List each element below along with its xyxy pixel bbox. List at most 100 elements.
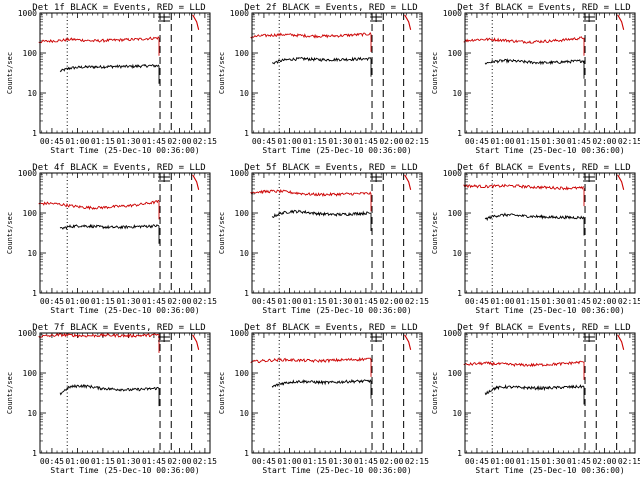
panel-det-7f: Det 7f BLACK = Events, RED = LLD Counts/s…: [6, 323, 217, 475]
y-tick-label: 100: [23, 369, 38, 378]
x-tick-label: 02:15: [618, 297, 640, 306]
x-tick-label: 01:15: [91, 457, 115, 466]
x-tick-label: 01:00: [65, 297, 89, 306]
y-tick-label: 1: [457, 449, 462, 458]
x-tick-label: 01:45: [567, 297, 591, 306]
y-tick-label: 1: [32, 449, 37, 458]
x-tick-label: 02:00: [167, 297, 191, 306]
plot-frame: [464, 172, 636, 294]
y-axis-label: Counts/sec: [6, 372, 14, 414]
x-tick-label: 01:15: [303, 457, 327, 466]
plot-frame: [464, 12, 636, 134]
y-tick-label: 100: [235, 209, 250, 218]
panel-det-2f: Det 2f BLACK = Events, RED = LLD Counts/s…: [218, 3, 429, 155]
y-tick-label: 10: [239, 249, 249, 258]
panel-det-4f: Det 4f BLACK = Events, RED = LLD Counts/s…: [6, 163, 217, 315]
x-tick-label: 01:00: [277, 137, 301, 146]
y-tick-label: 100: [23, 209, 38, 218]
x-tick-label: 01:00: [277, 457, 301, 466]
plot-frame: [251, 332, 423, 454]
x-tick-label: 00:45: [252, 457, 276, 466]
x-tick-label: 01:00: [490, 457, 514, 466]
x-tick-label: 01:00: [277, 297, 301, 306]
x-tick-label: 01:45: [142, 297, 166, 306]
y-tick-label: 1000: [18, 169, 37, 178]
x-tick-label: 02:15: [405, 457, 429, 466]
series-lld-spike: [404, 14, 412, 30]
x-tick-label: 00:45: [40, 137, 64, 146]
series-lld-spike: [617, 174, 625, 190]
panel-det-6f: Det 6f BLACK = Events, RED = LLD Counts/s…: [431, 163, 640, 315]
y-tick-label: 100: [448, 369, 463, 378]
x-tick-label: 02:15: [405, 137, 429, 146]
series-events-line: [484, 212, 585, 222]
panel-title: Det 3f BLACK = Events, RED = LLD: [457, 3, 630, 13]
x-tick-label: 00:45: [465, 457, 489, 466]
y-tick-label: 1000: [18, 9, 37, 18]
y-axis-label: Counts/sec: [431, 372, 439, 414]
series-lld-line: [463, 183, 585, 191]
x-tick-label: 01:45: [567, 137, 591, 146]
x-tick-label: 00:45: [252, 297, 276, 306]
panel-det-3f: Det 3f BLACK = Events, RED = LLD Counts/s…: [431, 3, 640, 155]
series-lld-spike: [192, 14, 200, 30]
x-tick-label: 02:00: [592, 137, 616, 146]
y-axis-label: Counts/sec: [6, 212, 14, 254]
y-tick-label: 10: [27, 89, 37, 98]
panel-det-8f: Det 8f BLACK = Events, RED = LLD Counts/s…: [218, 323, 429, 475]
x-tick-label: 01:30: [541, 137, 565, 146]
y-axis-label: Counts/sec: [431, 52, 439, 94]
x-tick-label: 01:45: [354, 457, 378, 466]
series-lld-line: [38, 332, 160, 339]
y-tick-label: 1: [32, 129, 37, 138]
x-tick-label: 00:45: [465, 297, 489, 306]
x-tick-label: 02:00: [379, 297, 403, 306]
y-axis-label: Counts/sec: [218, 52, 226, 94]
panel-title: Det 2f BLACK = Events, RED = LLD: [244, 3, 417, 13]
series-lld-line: [463, 36, 585, 44]
x-tick-label: 01:45: [142, 137, 166, 146]
y-tick-label: 1000: [443, 9, 462, 18]
y-tick-label: 10: [239, 409, 249, 418]
x-tick-label: 02:15: [618, 137, 640, 146]
y-tick-label: 1000: [230, 329, 249, 338]
series-events-line: [484, 57, 585, 66]
x-tick-label: 01:30: [116, 457, 140, 466]
x-axis-label: Start Time (25-Dec-10 00:36:00): [50, 466, 199, 475]
x-tick-label: 01:15: [516, 137, 540, 146]
series-events-line: [271, 378, 372, 388]
x-tick-label: 02:15: [405, 297, 429, 306]
plot-frame: [251, 12, 423, 134]
x-axis-label: Start Time (25-Dec-10 00:36:00): [262, 306, 411, 315]
y-axis-label: Counts/sec: [431, 212, 439, 254]
x-tick-label: 02:15: [193, 137, 217, 146]
x-tick-label: 00:45: [40, 297, 64, 306]
y-axis-label: Counts/sec: [218, 212, 226, 254]
panel-title: Det 5f BLACK = Events, RED = LLD: [244, 163, 417, 173]
y-tick-label: 10: [27, 249, 37, 258]
plot-frame: [39, 332, 211, 454]
y-tick-label: 1000: [443, 329, 462, 338]
x-tick-label: 00:45: [40, 457, 64, 466]
x-tick-label: 01:45: [354, 297, 378, 306]
x-axis-label: Start Time (25-Dec-10 00:36:00): [475, 306, 624, 315]
x-tick-label: 01:30: [116, 297, 140, 306]
series-lld-line: [250, 188, 372, 197]
x-tick-label: 02:00: [592, 457, 616, 466]
x-tick-label: 01:15: [303, 137, 327, 146]
y-tick-label: 100: [235, 49, 250, 58]
series-events-line: [59, 383, 159, 396]
series-lld-spike: [192, 334, 200, 350]
panel-title: Det 1f BLACK = Events, RED = LLD: [32, 3, 205, 13]
x-tick-label: 02:00: [167, 137, 191, 146]
series-lld-spike: [192, 174, 200, 190]
series-lld-line: [38, 36, 160, 44]
x-tick-label: 01:15: [91, 137, 115, 146]
x-tick-label: 01:15: [516, 297, 540, 306]
x-tick-label: 01:30: [328, 137, 352, 146]
x-tick-label: 01:00: [65, 137, 89, 146]
panel-title: Det 8f BLACK = Events, RED = LLD: [244, 323, 417, 333]
series-events-line: [59, 223, 159, 230]
series-lld-spike: [404, 174, 412, 190]
